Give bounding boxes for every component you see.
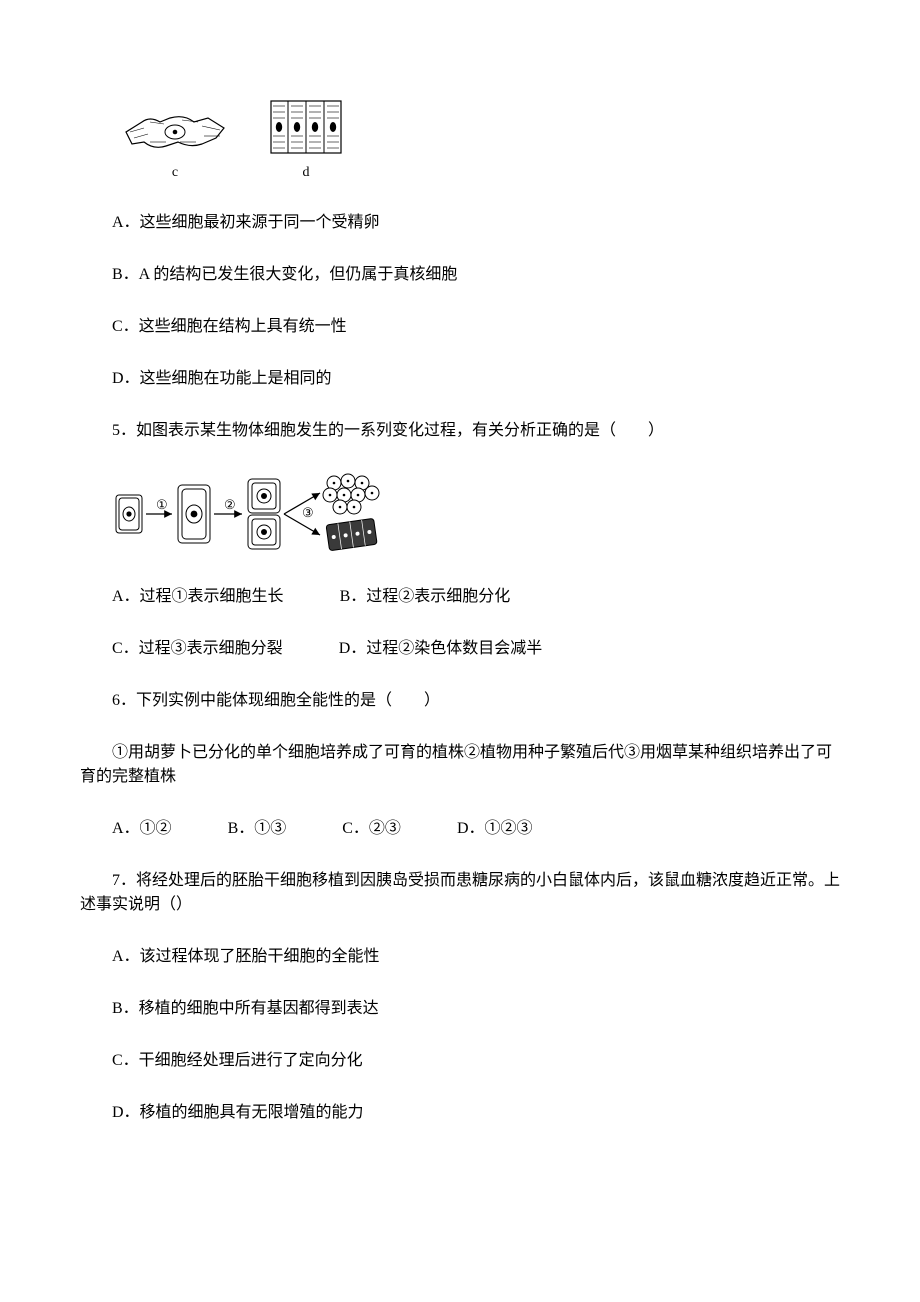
q5-label-3: ③ xyxy=(302,505,314,520)
q7-option-c: C．干细胞经处理后进行了定向分化 xyxy=(80,1049,840,1073)
page-content: c xyxy=(0,0,920,1213)
q6-stem: 6．下列实例中能体现细胞全能性的是（ ） xyxy=(80,689,840,713)
q5-option-c: C．过程③表示细胞分裂 xyxy=(112,640,283,657)
q5-option-a: A．过程①表示细胞生长 xyxy=(112,588,284,605)
q5-label-2: ② xyxy=(224,497,236,512)
figure-d-label: d xyxy=(303,162,310,183)
q5-options-line2: C．过程③表示细胞分裂 D．过程②染色体数目会减半 xyxy=(80,637,840,661)
q5-option-d: D．过程②染色体数目会减半 xyxy=(339,640,543,657)
q4-option-d: D．这些细胞在功能上是相同的 xyxy=(80,367,840,391)
cell-c-svg xyxy=(120,108,230,154)
q4-option-c: C．这些细胞在结构上具有统一性 xyxy=(80,315,840,339)
q5-stem: 5．如图表示某生物体细胞发生的一系列变化过程，有关分析正确的是（ ） xyxy=(80,419,840,443)
q7-option-b: B．移植的细胞中所有基因都得到表达 xyxy=(80,997,840,1021)
q6-option-c: C．②③ xyxy=(342,820,401,837)
q6-option-a: A．①② xyxy=(112,820,172,837)
figure-c: c xyxy=(120,108,230,183)
q7-option-a: A．该过程体现了胚胎干细胞的全能性 xyxy=(80,945,840,969)
figure-c-label: c xyxy=(172,162,178,183)
q5-option-b: B．过程②表示细胞分化 xyxy=(340,588,511,605)
cell-d-svg xyxy=(270,100,342,154)
q5-label-1: ① xyxy=(156,497,168,512)
q6-body: ①用胡萝卜已分化的单个细胞培养成了可育的植株②植物用种子繁殖后代③用烟草某种组织… xyxy=(80,741,840,789)
q5-diagram-svg: ① ② ③ xyxy=(110,471,440,557)
q5-options-line1: A．过程①表示细胞生长 B．过程②表示细胞分化 xyxy=(80,585,840,609)
figure-d: d xyxy=(270,100,342,183)
q6-option-d: D．①②③ xyxy=(457,820,533,837)
q4-option-a: A．这些细胞最初来源于同一个受精卵 xyxy=(80,211,840,235)
q7-option-d: D．移植的细胞具有无限增殖的能力 xyxy=(80,1101,840,1125)
figure-row-cd: c xyxy=(120,100,840,183)
q4-option-b: B．A 的结构已发生很大变化，但仍属于真核细胞 xyxy=(80,263,840,287)
q6-option-b: B．①③ xyxy=(228,820,287,837)
q5-diagram: ① ② ③ xyxy=(110,471,840,557)
q6-options: A．①② B．①③ C．②③ D．①②③ xyxy=(80,817,840,841)
q7-stem: 7．将经处理后的胚胎干细胞移植到因胰岛受损而患糖尿病的小白鼠体内后，该鼠血糖浓度… xyxy=(80,869,840,917)
